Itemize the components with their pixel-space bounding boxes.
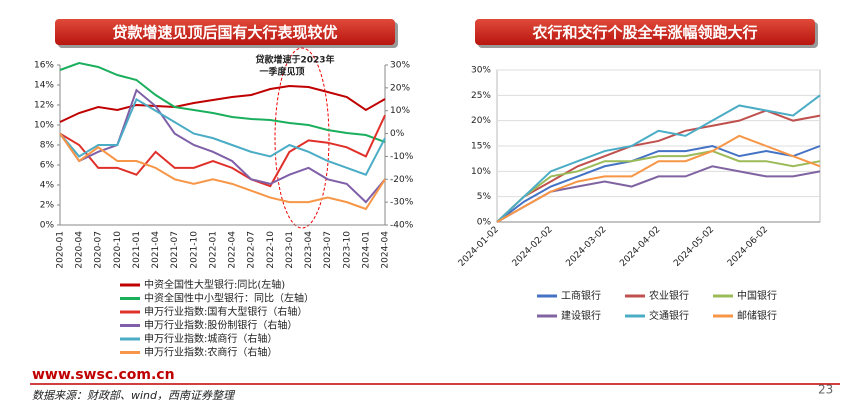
x-tick-label: 2024-03-02 xyxy=(564,225,608,269)
legend-label: 农业银行 xyxy=(649,289,689,302)
y-tick-label: 2% xyxy=(40,201,55,211)
legend-label: 申万行业指数:股份制银行（右轴） xyxy=(144,319,297,332)
line-series xyxy=(496,144,821,223)
line-series xyxy=(59,88,386,204)
x-tick-label: 2023-07 xyxy=(323,231,333,269)
page-number: 23 xyxy=(818,383,833,397)
y2-tick-label: -20% xyxy=(390,175,414,185)
x-tick-label: 2021-07 xyxy=(170,231,180,269)
legend-label: 申万行业指数:城商行（右轴） xyxy=(144,332,277,345)
y-tick-label: 16% xyxy=(34,61,54,71)
y-tick-label: 5% xyxy=(477,192,492,202)
line-series xyxy=(59,114,386,188)
legend-label: 中资全国性大型银行:同比(左轴) xyxy=(144,278,285,291)
legend-label: 邮储银行 xyxy=(737,309,777,322)
line-series xyxy=(496,134,821,223)
y-tick-label: 0% xyxy=(477,218,492,228)
x-tick-label: 2023-10 xyxy=(342,231,352,269)
y-tick-label: 14% xyxy=(34,81,54,91)
y-tick-label: 20% xyxy=(471,116,491,126)
x-tick-label: 2021-10 xyxy=(189,231,199,269)
legend-label: 建设银行 xyxy=(561,309,601,322)
legend-label: 申万行业指数:国有大型银行（右轴） xyxy=(144,305,307,318)
y-tick-label: 10% xyxy=(471,167,491,177)
x-tick-label: 2020-04 xyxy=(75,231,85,269)
y-tick-label: 15% xyxy=(471,142,491,152)
y2-tick-label: 10% xyxy=(390,106,410,116)
y2-tick-label: -40% xyxy=(390,221,414,231)
chart-title: 贷款增速见顶后国有大行表现较优 xyxy=(112,24,337,42)
legend-label: 工商银行 xyxy=(561,289,601,302)
x-tick-label: 2022-01 xyxy=(208,231,218,269)
y-tick-label: 10% xyxy=(34,121,54,131)
x-tick-label: 2024-04 xyxy=(381,231,391,269)
y-tick-label: 6% xyxy=(40,161,55,171)
x-tick-label: 2024-06-02 xyxy=(726,225,770,269)
y2-tick-label: 30% xyxy=(390,61,410,71)
x-tick-label: 2024-05-02 xyxy=(672,225,716,269)
x-tick-label: 2020-10 xyxy=(113,231,123,269)
annotation: 一季度见顶 xyxy=(259,66,304,78)
y2-tick-label: -30% xyxy=(390,198,414,208)
x-tick-label: 2022-10 xyxy=(266,231,276,269)
line-series xyxy=(59,132,386,211)
x-tick-label: 2020-01 xyxy=(56,231,66,269)
x-tick-label: 2024-02-02 xyxy=(511,225,555,269)
y-tick-label: 8% xyxy=(40,141,55,151)
line-series xyxy=(496,94,821,223)
line-series xyxy=(59,61,386,143)
line-series xyxy=(496,150,821,223)
x-tick-label: 2024-01 xyxy=(361,231,371,269)
y-tick-label: 0% xyxy=(40,221,55,231)
y-tick-label: 25% xyxy=(471,91,491,101)
x-tick-label: 2023-04 xyxy=(304,231,314,269)
legend-label: 中国银行 xyxy=(737,289,777,302)
x-tick-label: 2021-04 xyxy=(151,231,161,269)
legend-label: 交通银行 xyxy=(649,309,689,322)
chart-title: 农行和交行个股全年涨幅领跑大行 xyxy=(531,24,757,42)
highlight-ellipse xyxy=(274,47,330,229)
x-tick-label: 2021-01 xyxy=(132,231,142,269)
site: www.swsc.com.cn xyxy=(32,367,175,383)
y2-tick-label: 0% xyxy=(390,129,405,139)
x-tick-label: 2024-01-02 xyxy=(457,225,501,269)
x-tick-label: 2020-07 xyxy=(94,231,104,269)
x-tick-label: 2024-04-02 xyxy=(618,225,662,269)
line-series xyxy=(59,97,386,176)
banner xyxy=(475,19,815,45)
annotation: 贷款增速于2023年 xyxy=(255,54,334,66)
line-series xyxy=(496,109,821,223)
banner xyxy=(55,19,395,45)
y2-tick-label: -10% xyxy=(390,152,414,162)
legend-label: 申万行业指数:农商行（右轴） xyxy=(144,346,277,359)
y2-tick-label: 20% xyxy=(390,83,410,93)
y-tick-label: 4% xyxy=(40,181,55,191)
x-tick-label: 2022-04 xyxy=(228,231,238,269)
y-tick-label: 30% xyxy=(471,66,491,76)
y-tick-label: 12% xyxy=(34,101,54,111)
x-tick-label: 2022-07 xyxy=(247,231,257,269)
x-tick-label: 2023-01 xyxy=(285,231,295,269)
source: 数据来源：财政部、wind，西南证券整理 xyxy=(32,389,236,402)
line-series xyxy=(59,84,386,123)
legend-label: 中资全国性中小型银行：同比（左轴） xyxy=(144,292,314,305)
